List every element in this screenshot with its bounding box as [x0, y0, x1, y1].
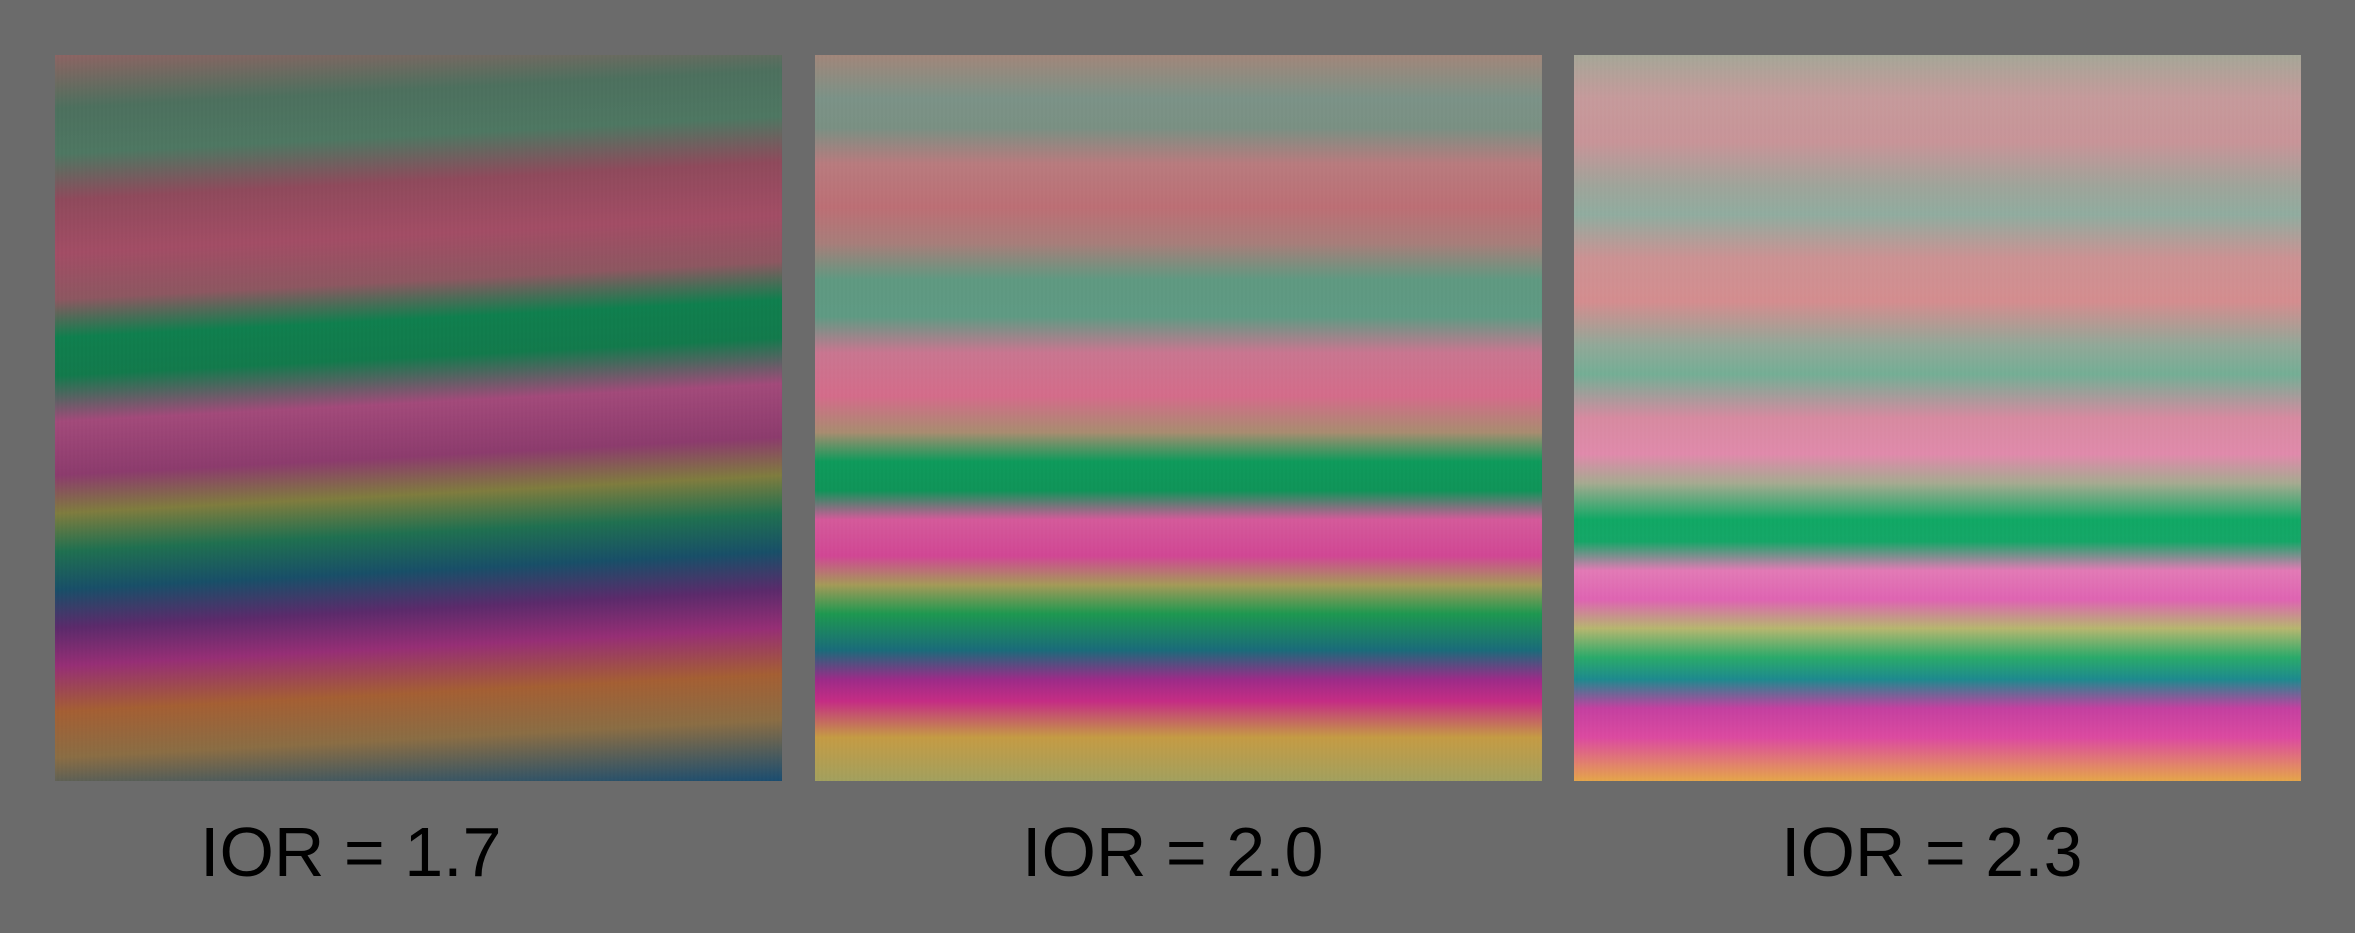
interference-gradient [55, 55, 782, 781]
caption-ior-2-0: IOR = 2.0 [1022, 813, 1324, 891]
interference-gradient [815, 55, 1542, 781]
caption-ior-1-7: IOR = 1.7 [200, 813, 502, 891]
caption-ior-2-3: IOR = 2.3 [1781, 813, 2083, 891]
noise-overlay [55, 55, 782, 781]
thin-film-render-ior-2-3 [1574, 55, 2301, 781]
thin-film-render-ior-2-0 [815, 55, 1542, 781]
interference-gradient [1574, 55, 2301, 781]
noise-overlay [1574, 55, 2301, 781]
noise-overlay [815, 55, 1542, 781]
thin-film-render-ior-1-7 [55, 55, 782, 781]
